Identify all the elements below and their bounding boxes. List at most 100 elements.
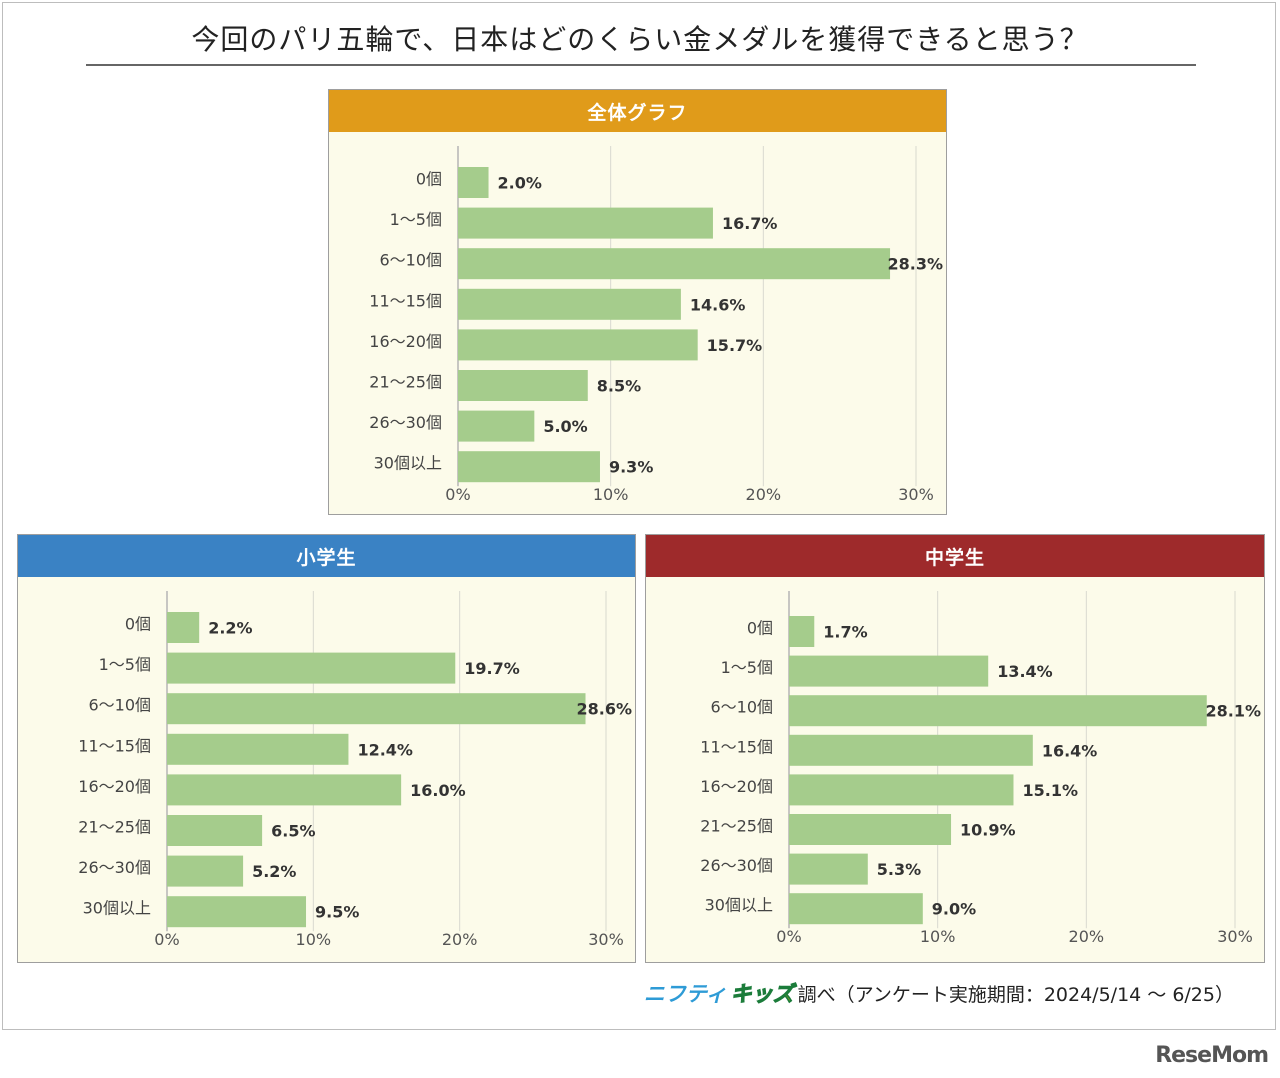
data-label: 12.4% — [357, 740, 413, 759]
category-label: 0個 — [416, 170, 442, 189]
bar — [167, 693, 586, 725]
bar — [458, 167, 489, 198]
chart-panel-junior-high: 中学生 0% 10% 20% 30% 0個 1.7% 1～5個 13.4% 6～10個 28.1%… — [645, 534, 1265, 963]
bar — [458, 329, 698, 361]
bar — [458, 207, 713, 239]
data-label: 5.3% — [877, 860, 921, 879]
data-label: 8.5% — [597, 377, 641, 396]
bar — [789, 893, 923, 925]
bar — [458, 370, 588, 401]
bar — [789, 814, 952, 845]
category-label: 11～15個 — [369, 291, 442, 310]
brand-name-part2: キッズ — [730, 982, 794, 1007]
chart-elementary: 0% 10% 20% 30% 0個 2.2% 1～5個 19.7% 6～10個 28.6% 11～1… — [78, 591, 632, 949]
bar — [167, 774, 402, 806]
category-label: 6～10個 — [88, 696, 151, 715]
category-label: 30個以上 — [374, 454, 442, 473]
data-label: 15.1% — [1022, 781, 1078, 800]
data-label: 16.4% — [1042, 741, 1098, 760]
data-label: 28.3% — [887, 255, 943, 274]
bar — [458, 451, 600, 483]
x-tick-label: 0% — [445, 485, 470, 504]
x-tick-label: 0% — [776, 927, 801, 946]
data-label: 28.1% — [1205, 702, 1261, 721]
category-label: 26～30個 — [700, 856, 773, 875]
data-label: 6.5% — [271, 822, 315, 841]
category-label: 26～30個 — [78, 858, 151, 877]
data-label: 5.0% — [543, 417, 587, 436]
bar — [789, 853, 868, 885]
chart-panel-overall: 全体グラフ 0% 10% 20% 30% 0個 2.0% 1～5個 16.7% 6～10個 28.… — [328, 89, 947, 515]
category-label: 16～20個 — [700, 777, 773, 796]
data-label: 2.0% — [498, 174, 542, 193]
chart-junior-high: 0% 10% 20% 30% 0個 1.7% 1～5個 13.4% 6～10個 28.1% 11～1… — [700, 591, 1261, 946]
page-title: 今回のパリ五輪で、日本はどのくらい金メダルを獲得できると思う？ — [191, 23, 1089, 56]
category-label: 0個 — [125, 615, 151, 634]
category-label: 16～20個 — [369, 332, 442, 351]
category-label: 30個以上 — [705, 896, 773, 915]
data-label: 10.9% — [960, 821, 1016, 840]
x-tick-label: 10% — [593, 485, 629, 504]
bar — [789, 734, 1033, 766]
data-label: 13.4% — [997, 662, 1053, 681]
data-label: 9.0% — [932, 900, 976, 919]
source-credit: ニフティ キッズ 調べ（アンケート実施期間：2024/5/14 ～ 6/25） — [644, 978, 1234, 1008]
credit-text: 調べ（アンケート実施期間：2024/5/14 ～ 6/25） — [797, 983, 1234, 1006]
category-label: 30個以上 — [83, 899, 151, 918]
category-label: 11～15個 — [78, 736, 151, 755]
data-label: 28.6% — [576, 700, 632, 719]
resemom-logo: ReseMom — [1155, 1043, 1269, 1068]
bar — [167, 815, 263, 846]
chart-panel-elementary: 小学生 0% 10% 20% 30% 0個 2.2% 1～5個 19.7% 6～10個 28.6%… — [17, 534, 636, 963]
bar — [167, 896, 307, 928]
category-label: 1～5個 — [99, 655, 151, 674]
bar — [167, 733, 349, 765]
x-tick-label: 10% — [920, 927, 956, 946]
x-tick-label: 30% — [588, 930, 624, 949]
category-label: 1～5個 — [721, 658, 773, 677]
panel-header-elementary: 小学生 — [18, 535, 635, 577]
bar — [458, 410, 535, 442]
bar — [789, 616, 815, 647]
category-label: 6～10個 — [710, 698, 773, 717]
data-label: 16.0% — [410, 781, 466, 800]
bar — [789, 774, 1014, 806]
bar — [458, 288, 681, 320]
category-label: 16～20個 — [78, 777, 151, 796]
category-label: 26～30個 — [369, 413, 442, 432]
chart-overall: 0% 10% 20% 30% 0個 2.0% 1～5個 16.7% 6～10個 28.3% 11～1… — [369, 146, 943, 504]
data-label: 14.6% — [690, 295, 746, 314]
category-label: 0個 — [747, 619, 773, 638]
x-tick-label: 20% — [442, 930, 478, 949]
data-label: 15.7% — [707, 336, 763, 355]
data-label: 5.2% — [252, 862, 296, 881]
data-label: 2.2% — [208, 619, 252, 638]
data-label: 19.7% — [464, 659, 520, 678]
x-tick-label: 0% — [154, 930, 179, 949]
bar — [167, 612, 200, 643]
data-label: 1.7% — [823, 623, 867, 642]
bar — [167, 855, 244, 887]
bar — [789, 695, 1207, 727]
x-tick-label: 20% — [746, 485, 782, 504]
category-label: 21～25個 — [700, 817, 773, 836]
panel-header-junior-high: 中学生 — [646, 535, 1264, 577]
data-label: 16.7% — [722, 214, 778, 233]
category-label: 1～5個 — [390, 210, 442, 229]
x-tick-label: 20% — [1069, 927, 1105, 946]
title-divider — [86, 64, 1196, 66]
data-label: 9.5% — [315, 903, 359, 922]
x-tick-label: 30% — [898, 485, 934, 504]
x-tick-label: 30% — [1217, 927, 1253, 946]
category-label: 21～25個 — [369, 373, 442, 392]
bar — [458, 248, 891, 280]
category-label: 21～25個 — [78, 818, 151, 837]
x-tick-label: 10% — [296, 930, 332, 949]
category-label: 6～10個 — [379, 251, 442, 270]
panel-header-overall: 全体グラフ — [329, 90, 946, 132]
bar — [789, 655, 989, 687]
brand-name-part1: ニフティ — [643, 982, 727, 1006]
data-label: 9.3% — [609, 458, 653, 477]
category-label: 11～15個 — [700, 737, 773, 756]
bar — [167, 652, 456, 684]
